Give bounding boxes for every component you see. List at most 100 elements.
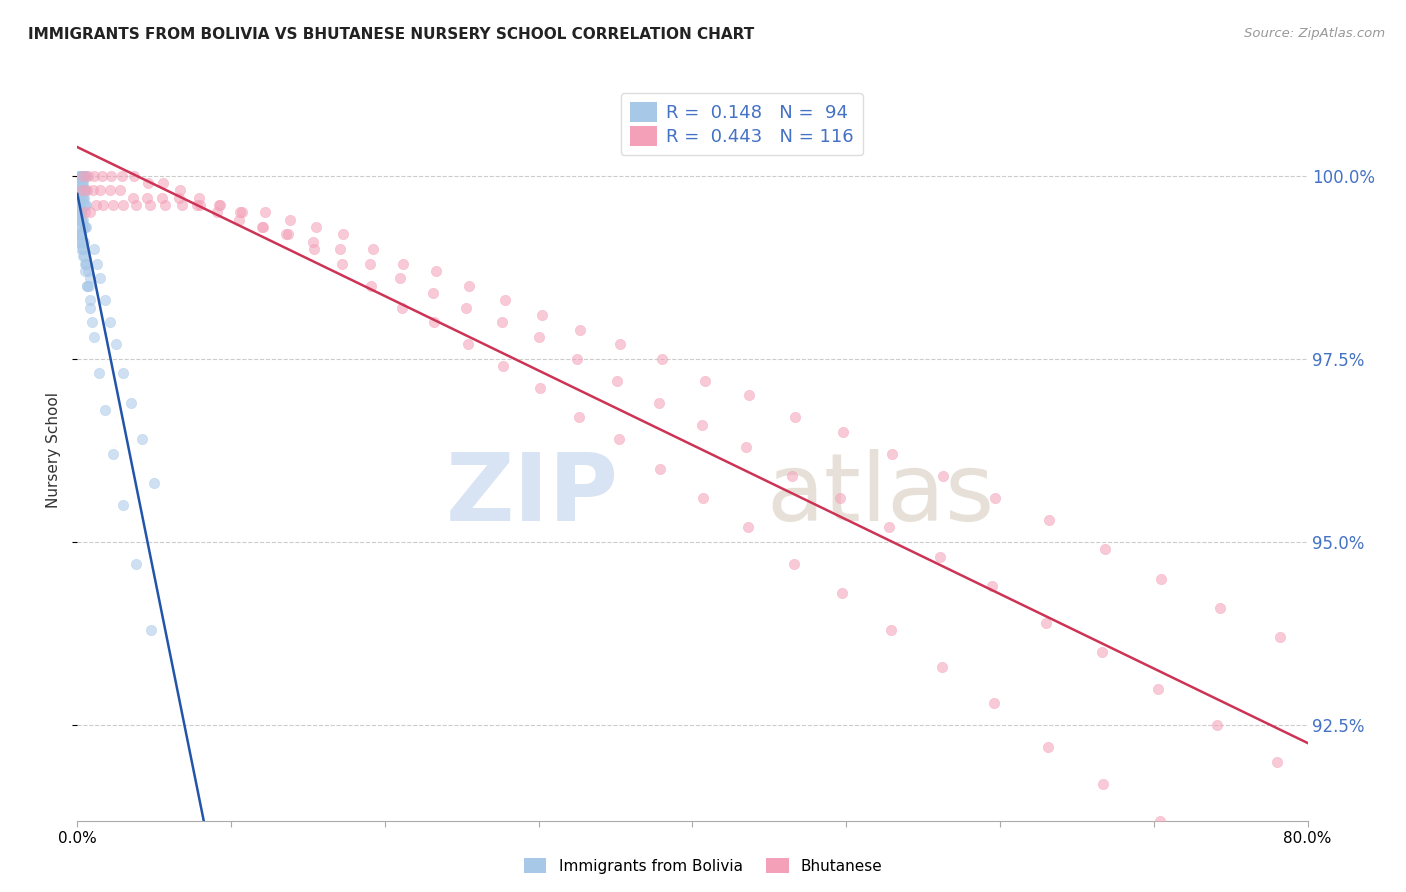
Point xyxy=(73,198,96,212)
Point xyxy=(72,242,94,256)
Point xyxy=(737,520,759,534)
Point xyxy=(735,440,758,454)
Point xyxy=(112,198,135,212)
Point xyxy=(75,183,97,197)
Point xyxy=(1036,740,1059,755)
Point xyxy=(67,198,90,212)
Point xyxy=(530,308,553,322)
Point xyxy=(72,190,94,204)
Point xyxy=(67,205,90,219)
Point xyxy=(879,520,901,534)
Point xyxy=(693,374,716,388)
Point xyxy=(1150,572,1173,586)
Point xyxy=(569,322,592,336)
Point xyxy=(72,176,94,190)
Point xyxy=(302,242,325,256)
Point xyxy=(72,249,94,263)
Point xyxy=(70,169,93,183)
Point xyxy=(152,176,174,190)
Point xyxy=(79,278,101,293)
Point xyxy=(277,227,299,242)
Point xyxy=(187,190,209,204)
Point xyxy=(72,169,94,183)
Point xyxy=(69,205,91,219)
Point xyxy=(73,219,96,234)
Point xyxy=(527,330,550,344)
Point xyxy=(87,367,110,381)
Point xyxy=(83,242,105,256)
Point xyxy=(73,183,96,197)
Point xyxy=(1149,814,1171,828)
Point xyxy=(69,198,91,212)
Point xyxy=(69,219,91,234)
Point xyxy=(69,212,91,227)
Point xyxy=(1267,887,1289,892)
Point xyxy=(67,205,90,219)
Point xyxy=(75,198,97,212)
Point xyxy=(136,176,159,190)
Point xyxy=(70,235,93,249)
Point xyxy=(169,183,191,197)
Point xyxy=(72,176,94,190)
Point xyxy=(228,212,250,227)
Point xyxy=(785,410,807,425)
Point xyxy=(69,176,91,190)
Point xyxy=(73,169,96,183)
Point xyxy=(98,183,121,197)
Point xyxy=(929,549,952,564)
Point xyxy=(1147,681,1170,696)
Point xyxy=(73,183,96,197)
Point xyxy=(120,396,142,410)
Point xyxy=(72,212,94,227)
Point xyxy=(69,176,91,190)
Point xyxy=(67,183,90,197)
Point xyxy=(89,271,111,285)
Point xyxy=(1208,850,1230,864)
Text: atlas: atlas xyxy=(766,449,994,541)
Point xyxy=(606,374,628,388)
Point xyxy=(783,557,806,571)
Point xyxy=(650,462,672,476)
Point xyxy=(67,176,90,190)
Point xyxy=(332,227,354,242)
Point xyxy=(93,198,115,212)
Point xyxy=(69,169,91,183)
Point xyxy=(79,205,101,219)
Point xyxy=(301,235,323,249)
Point xyxy=(111,169,134,183)
Point xyxy=(422,285,444,300)
Point xyxy=(981,579,1004,593)
Point xyxy=(121,190,143,204)
Point xyxy=(90,169,114,183)
Point xyxy=(253,205,276,219)
Point xyxy=(131,433,153,447)
Point xyxy=(458,278,481,293)
Point xyxy=(70,227,93,242)
Point xyxy=(76,278,98,293)
Point xyxy=(69,205,91,219)
Point xyxy=(457,337,479,351)
Point xyxy=(75,219,97,234)
Point xyxy=(423,315,446,329)
Point xyxy=(69,183,91,197)
Point xyxy=(69,235,91,249)
Point xyxy=(252,219,274,234)
Point xyxy=(305,219,328,234)
Point xyxy=(250,219,273,234)
Point xyxy=(77,169,100,183)
Point xyxy=(79,301,101,315)
Legend: Immigrants from Bolivia, Bhutanese: Immigrants from Bolivia, Bhutanese xyxy=(517,852,889,880)
Point xyxy=(141,623,163,637)
Point xyxy=(170,198,193,212)
Point xyxy=(389,271,412,285)
Point xyxy=(70,212,93,227)
Point xyxy=(391,301,413,315)
Point xyxy=(138,198,160,212)
Point xyxy=(79,271,101,285)
Point xyxy=(112,499,135,513)
Legend: R =  0.148   N =  94, R =  0.443   N = 116: R = 0.148 N = 94, R = 0.443 N = 116 xyxy=(621,93,862,155)
Point xyxy=(153,198,176,212)
Point xyxy=(72,190,94,204)
Point xyxy=(73,169,96,183)
Point xyxy=(104,337,127,351)
